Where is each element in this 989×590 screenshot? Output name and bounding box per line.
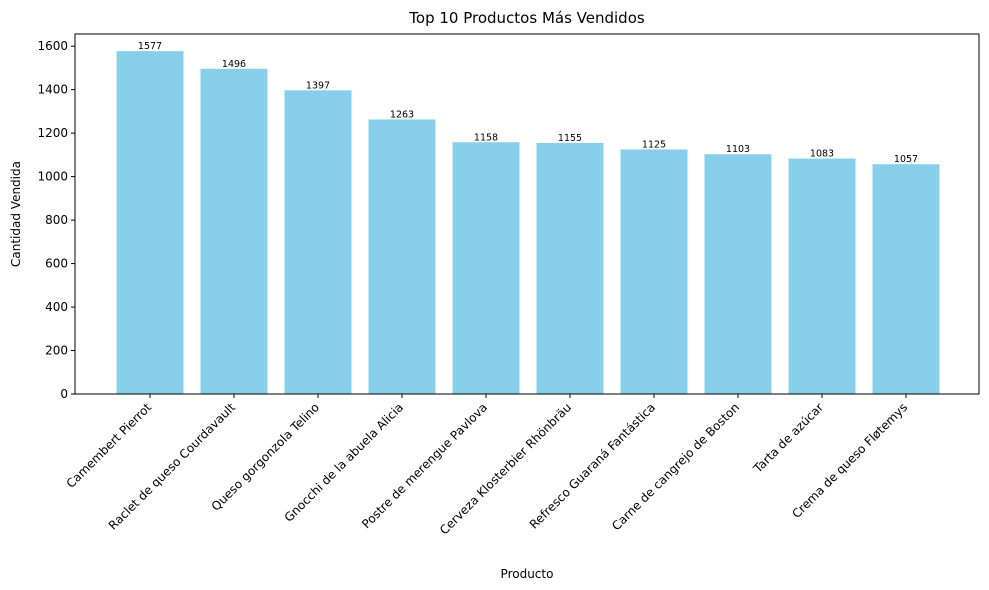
y-tick-label: 1400 (37, 83, 68, 97)
data-label: 1103 (726, 144, 750, 155)
y-tick-label: 0 (60, 387, 68, 401)
data-label: 1577 (138, 41, 162, 52)
data-label: 1125 (642, 139, 666, 150)
bar (620, 149, 688, 394)
data-label: 1158 (474, 132, 498, 143)
bar (704, 154, 772, 394)
bar (116, 51, 184, 394)
bar (452, 142, 520, 394)
data-labels: 1577 1496 1397 1263 1158 1155 1125 1103 1083 1057 (138, 41, 918, 165)
bar (788, 158, 856, 394)
y-axis-label: Cantidad Vendida (9, 161, 23, 267)
data-label: 1083 (810, 149, 834, 160)
y-tick-label: 600 (45, 257, 68, 271)
data-label: 1496 (222, 59, 246, 70)
y-tick-label: 800 (45, 213, 68, 227)
bar (200, 68, 268, 395)
x-tick-label: Camembert Pierrot (64, 400, 155, 491)
data-label: 1057 (894, 154, 918, 165)
y-tick-label: 1600 (37, 39, 68, 53)
data-label: 1397 (306, 80, 330, 91)
plot-frame (74, 33, 980, 395)
x-axis-label: Producto (501, 567, 554, 581)
y-tick-label: 200 (45, 344, 68, 358)
y-tick-label: 400 (45, 300, 68, 314)
bar (872, 164, 940, 394)
x-tick-label: Tarta de azúcar (750, 400, 826, 476)
chart-title: Top 10 Productos Más Vendidos (408, 9, 645, 27)
bar (536, 142, 604, 394)
y-axis-ticks: 0 200 400 600 800 1000 1200 1400 1600 (37, 39, 75, 401)
y-tick-label: 1000 (37, 170, 68, 184)
bar (284, 90, 352, 394)
y-tick-label: 1200 (37, 126, 68, 140)
x-tick-label: Cerveza Klosterbier Rhönbräu (437, 400, 574, 537)
data-label: 1263 (390, 109, 414, 120)
data-label: 1155 (558, 133, 582, 144)
bars (116, 51, 940, 395)
bar (368, 119, 436, 394)
